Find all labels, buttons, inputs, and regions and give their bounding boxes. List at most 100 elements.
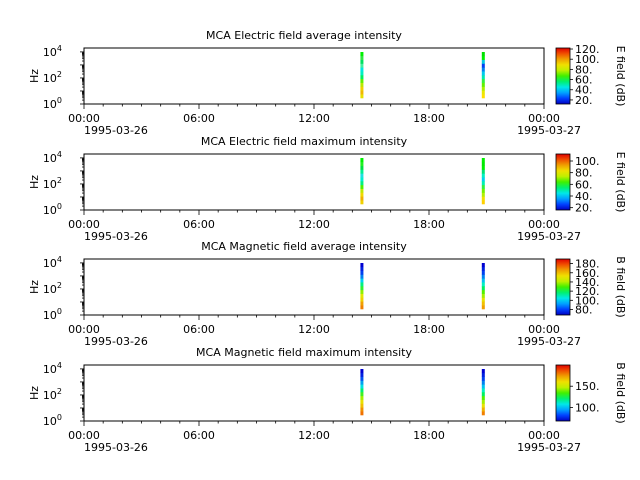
spectrogram-cell (481, 388, 485, 393)
spectrogram-cell (481, 263, 485, 268)
y-axis-label: Hz (28, 386, 41, 400)
colorbar-label: E field (dB) (614, 152, 627, 213)
panel-1: MCA Electric field average intensityHz10… (28, 29, 627, 137)
x-tick-label: 06:00 (183, 112, 215, 125)
panel-4: MCA Magnetic field maximum intensityHz10… (28, 346, 627, 454)
x-tick-label: 00:00 (528, 429, 560, 442)
spectrogram-cell (360, 372, 364, 377)
colorbar-label: B field (dB) (614, 256, 627, 317)
spectrogram-cell (481, 289, 485, 294)
colorbar-tick-label: 140. (575, 276, 600, 289)
spectrogram-cell (481, 173, 485, 178)
x-date-label: 1995-03-26 (84, 441, 148, 454)
spectrogram-cell (360, 75, 364, 80)
spectrogram-cell (360, 59, 364, 64)
colorbar-label: B field (dB) (614, 362, 627, 423)
colorbar-label: E field (dB) (614, 46, 627, 107)
spectrogram-cell (481, 177, 485, 182)
spectrogram-cell (481, 188, 485, 193)
spectrogram-cell (360, 282, 364, 287)
y-tick-label: 102 (43, 281, 62, 296)
plot-frame (83, 258, 545, 316)
spectrogram-cell (360, 161, 364, 166)
colorbar-tick-label: 40. (575, 190, 593, 203)
y-axis-label: Hz (28, 280, 41, 294)
spectrogram-cell (481, 392, 485, 397)
spectrogram-cell (481, 184, 485, 189)
spectrogram-cell (481, 297, 485, 302)
x-tick-label: 12:00 (298, 112, 330, 125)
colorbar-tick-label: 120. (575, 43, 600, 56)
x-tick-label: 18:00 (413, 323, 445, 336)
spectrogram-cell (481, 71, 485, 76)
spectrogram-cell (481, 196, 485, 201)
colorbar (555, 153, 571, 211)
x-tick-label: 12:00 (298, 429, 330, 442)
spectrogram-cell (360, 274, 364, 279)
colorbar-tick-label: 80. (575, 167, 593, 180)
spectrogram-cell (481, 82, 485, 87)
spectrogram-cell (481, 169, 485, 174)
spectrogram-cell (360, 286, 364, 291)
spectrogram-cell (481, 181, 485, 186)
spectrogram-cell (360, 289, 364, 294)
spectrogram-cell (481, 67, 485, 72)
spectrogram-cell (481, 411, 485, 416)
spectrogram-cell (360, 301, 364, 306)
spectrogram-cell (360, 395, 364, 400)
x-date-label: 1995-03-27 (517, 441, 581, 454)
spectrogram-cell (360, 392, 364, 397)
spectrogram-cell (360, 270, 364, 275)
spectrogram-cell (481, 372, 485, 377)
x-tick-label: 00:00 (68, 323, 100, 336)
y-tick-label: 102 (43, 387, 62, 402)
colorbar-tick-label: 60. (575, 178, 593, 191)
colorbar-tick-label: 100. (575, 401, 600, 414)
x-date-label: 1995-03-26 (84, 335, 148, 348)
colorbar (555, 47, 571, 105)
plot-frame (83, 153, 545, 211)
x-tick-label: 00:00 (68, 429, 100, 442)
colorbar-tick-label: 20. (575, 202, 593, 215)
x-tick-label: 06:00 (183, 218, 215, 231)
spectrogram-cell (360, 173, 364, 178)
spectrogram-cell (360, 177, 364, 182)
spectrogram-cell (360, 266, 364, 271)
colorbar-tick-label: 160. (575, 267, 600, 280)
spectrogram-cell (360, 192, 364, 197)
spectrogram-cell (481, 399, 485, 404)
spectrogram-cell (481, 165, 485, 170)
colorbar-tick-label: 100. (575, 155, 600, 168)
spectrogram-cell (360, 297, 364, 302)
spectrogram-cell (360, 388, 364, 393)
spectrogram-cell (481, 376, 485, 381)
x-date-label: 1995-03-27 (517, 230, 581, 243)
y-tick-label: 104 (43, 44, 62, 59)
y-tick-label: 102 (43, 70, 62, 85)
spectrogram-cell (360, 90, 364, 95)
x-tick-label: 00:00 (68, 112, 100, 125)
x-tick-label: 00:00 (528, 323, 560, 336)
spectrogram-cell (481, 78, 485, 83)
x-tick-label: 00:00 (528, 218, 560, 231)
spectrogram-cell (360, 411, 364, 416)
spectrogram-cell (360, 71, 364, 76)
spectrogram-cell (360, 369, 364, 374)
x-date-label: 1995-03-26 (84, 124, 148, 137)
spectrogram-cell (360, 278, 364, 283)
x-tick-label: 12:00 (298, 218, 330, 231)
spectrogram-cell (481, 192, 485, 197)
spectrogram-cell (360, 384, 364, 389)
spectrogram-cell (481, 59, 485, 64)
spectrogram-cell (481, 94, 485, 99)
colorbar-tick-label: 100. (575, 294, 600, 307)
colorbar-tick-label: 180. (575, 258, 600, 271)
spectrogram-cell (360, 82, 364, 87)
panel-2: MCA Electric field maximum intensityHz10… (28, 135, 627, 243)
spectrogram-cell (481, 161, 485, 166)
plot-frame (83, 47, 545, 105)
colorbar-tick-label: 150. (575, 380, 600, 393)
spectrogram-cell (481, 200, 485, 205)
spectrogram-cell (481, 266, 485, 271)
